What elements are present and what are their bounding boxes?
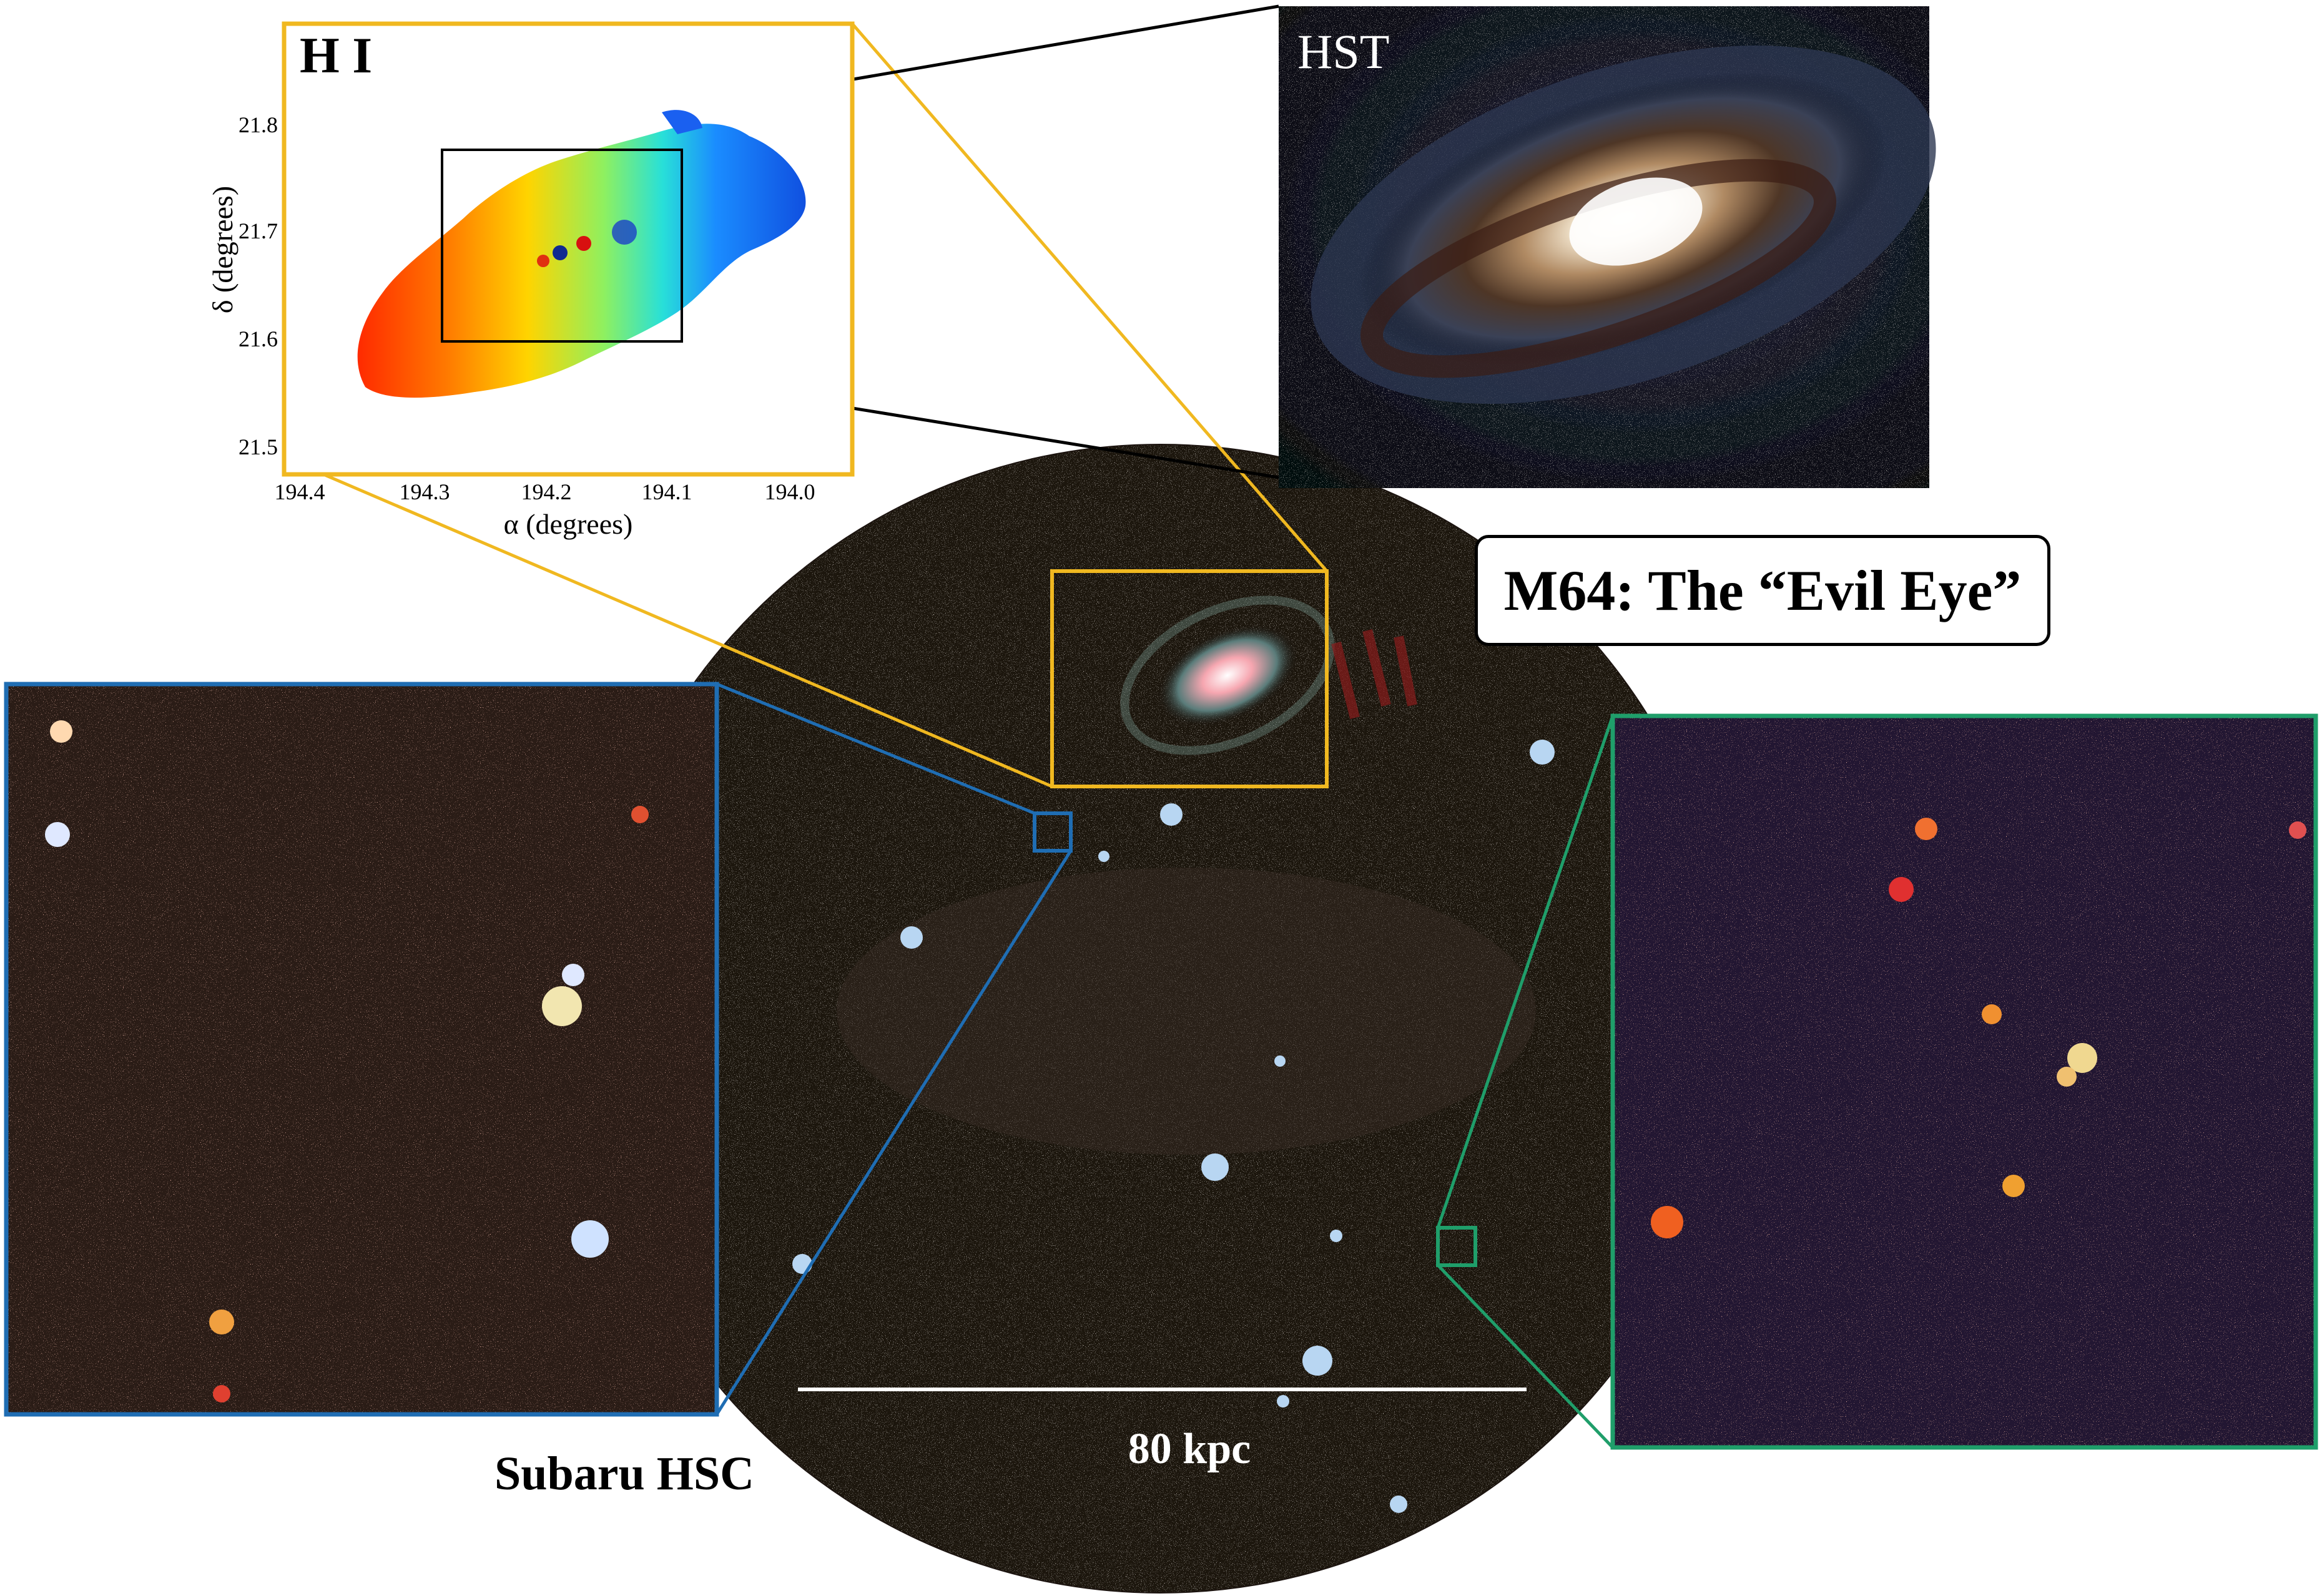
x-tick-label: 194.3 <box>400 479 450 504</box>
inset-right-image <box>1613 716 2316 1447</box>
y-tick-label: 21.7 <box>239 218 278 243</box>
x-tick-label: 194.0 <box>765 479 815 504</box>
x-tick-label: 194.4 <box>275 479 325 504</box>
inset-left-image <box>6 684 717 1414</box>
subaru-panel-label: Subaru HSC <box>494 1447 755 1500</box>
x-axis-ticks: 194.4 194.3 194.2 194.1 194.0 <box>275 479 815 504</box>
zoom-box-left <box>1033 811 1073 853</box>
x-tick-label: 194.1 <box>642 479 692 504</box>
hi-panel-label: H I <box>300 27 373 84</box>
scale-bar-label: 80 kpc <box>1128 1425 1251 1473</box>
hst-image <box>1279 6 1936 488</box>
y-tick-label: 21.8 <box>239 112 278 137</box>
y-tick-label: 21.5 <box>239 434 278 459</box>
y-axis-label: δ (degrees) <box>207 186 239 313</box>
figure-title-box: M64: The “Evil Eye” <box>1475 535 2050 646</box>
x-tick-label: 194.2 <box>521 479 572 504</box>
x-axis-label: α (degrees) <box>504 508 633 540</box>
hi-velocity-map <box>357 110 806 398</box>
zoom-box-right <box>1436 1226 1477 1267</box>
hst-panel-label: HST <box>1297 24 1390 79</box>
y-axis-ticks: 21.8 21.7 21.6 21.5 <box>239 112 278 459</box>
zoom-box-top <box>1050 569 1329 788</box>
figure-title: M64: The “Evil Eye” <box>1503 559 2022 622</box>
hst-footprint-box <box>441 149 683 343</box>
m64-galaxy-image <box>1157 624 1298 727</box>
y-tick-label: 21.6 <box>239 326 278 351</box>
